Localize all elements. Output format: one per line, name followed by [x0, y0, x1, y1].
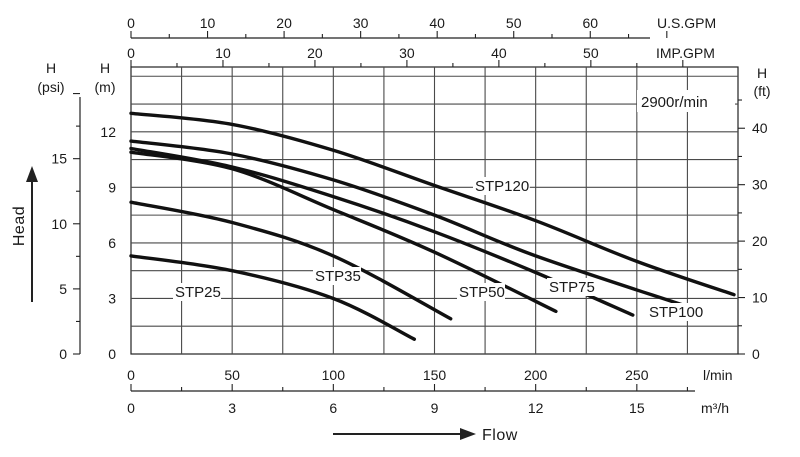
y-tick-label-ft: 30: [752, 177, 768, 193]
x-tick-label-impgpm: 30: [399, 45, 415, 61]
series-label-bg: [547, 278, 595, 296]
x-tick-label-m3h: 3: [228, 400, 236, 416]
series-label-stp100: STP100: [649, 304, 703, 321]
series-label-bg: [457, 283, 505, 301]
series-label-bg: [647, 303, 704, 321]
x-tick-label-usgpm: 30: [353, 15, 369, 31]
curve-stp120: [129, 111, 736, 297]
y-title-psi-top: H: [46, 60, 56, 76]
series-label-stp35: STP35: [315, 268, 361, 285]
labels: STP25 STP35 STP50 STP75 STP100 STP120: [173, 90, 735, 321]
y-tick-label-ft: 0: [752, 346, 760, 362]
x-tick-label-impgpm: 40: [491, 45, 507, 61]
x-tick-label-lmin: 200: [524, 367, 548, 383]
y-tick-label-psi: 0: [59, 346, 67, 362]
y-tick-label-m: 6: [108, 235, 116, 251]
curve-stp100: [129, 139, 688, 308]
y-title-m-top: H: [100, 60, 110, 76]
head-label: Head: [11, 206, 28, 246]
x-unit-usgpm: U.S.GPM: [657, 15, 716, 31]
head-arrow-head: [26, 166, 38, 182]
grid: [130, 66, 739, 355]
curve-stp75: [129, 146, 635, 317]
x-tick-label-m3h: 15: [629, 400, 645, 416]
x-tick-label-lmin: 50: [224, 367, 240, 383]
series-label-bg: [473, 177, 530, 195]
x-tick-label-lmin: 250: [625, 367, 649, 383]
x-tick-label-m3h: 6: [329, 400, 337, 416]
x-tick-label-usgpm: 50: [506, 15, 522, 31]
x-tick-label-impgpm: 20: [307, 45, 323, 61]
x-tick-label-lmin: 150: [423, 367, 447, 383]
y-tick-label-m: 3: [108, 290, 116, 306]
series-label-stp75: STP75: [549, 279, 595, 296]
curves: [129, 111, 736, 341]
y-title-ft-bottom: (ft): [753, 83, 770, 99]
y-title-m-bottom: (m): [95, 79, 116, 95]
y-tick-label-ft: 10: [752, 290, 768, 306]
x-tick-label-usgpm: 10: [200, 15, 216, 31]
series-label-bg: [313, 267, 361, 285]
y-tick-label-m: 0: [108, 346, 116, 362]
y-title-ft-top: H: [757, 65, 767, 81]
x-tick-label-lmin: 100: [322, 367, 346, 383]
x-tick-label-impgpm: 50: [583, 45, 599, 61]
y-tick-label-psi: 15: [51, 151, 67, 167]
series-label-bg: [173, 283, 221, 301]
y-tick-label-ft: 40: [752, 120, 768, 136]
x-tick-label-impgpm: 10: [215, 45, 231, 61]
series-label-stp50: STP50: [459, 284, 505, 301]
x-tick-label-usgpm: 20: [276, 15, 292, 31]
y-title-psi-bottom: (psi): [37, 79, 64, 95]
y-tick-label-psi: 10: [51, 216, 67, 232]
x-unit-impgpm: IMP.GPM: [656, 45, 715, 61]
x-tick-label-m3h: 9: [431, 400, 439, 416]
y-tick-label-psi: 5: [59, 281, 67, 297]
speed-note-bg: [637, 90, 735, 112]
speed-note: 2900r/min: [641, 94, 708, 111]
curve-stp25: [129, 254, 416, 341]
series-label-stp120: STP120: [475, 178, 529, 195]
y-tick-label-m: 9: [108, 179, 116, 195]
series-label-stp25: STP25: [175, 284, 221, 301]
x-unit-lmin: l/min: [703, 367, 733, 383]
y-tick-label-m: 12: [100, 124, 116, 140]
x-tick-label-m3h: 12: [528, 400, 544, 416]
flow-label: Flow: [482, 427, 518, 444]
x-tick-label-lmin: 0: [127, 367, 135, 383]
flow-arrow-head: [460, 428, 476, 440]
y-tick-label-ft: 20: [752, 233, 768, 249]
x-tick-label-impgpm: 0: [127, 45, 135, 61]
x-tick-label-usgpm: 0: [127, 15, 135, 31]
x-tick-label-m3h: 0: [127, 400, 135, 416]
x-tick-label-usgpm: 40: [429, 15, 445, 31]
x-unit-m3h: m³/h: [701, 400, 729, 416]
curve-stp35: [129, 200, 453, 321]
x-tick-label-usgpm: 60: [582, 15, 598, 31]
